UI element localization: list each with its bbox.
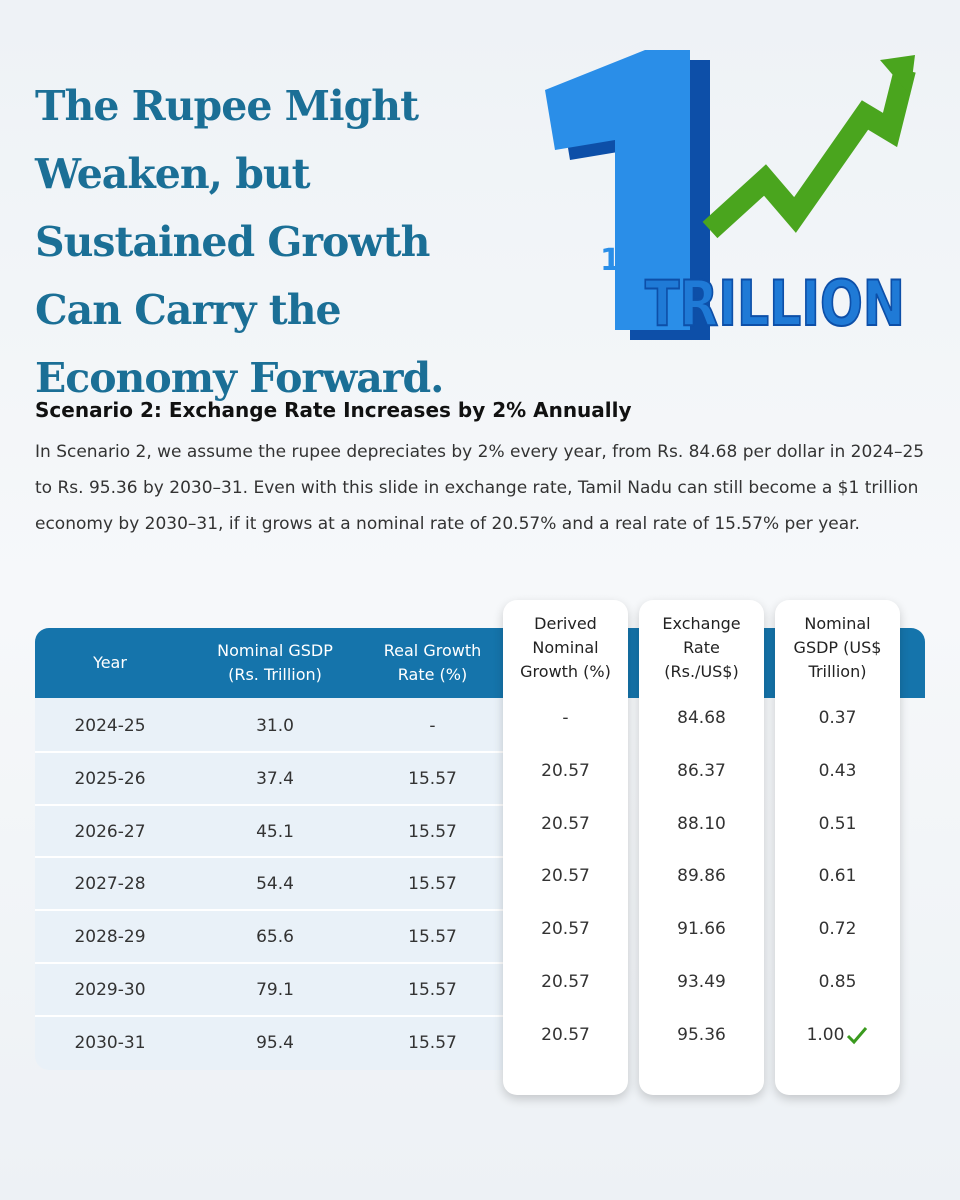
- table-cell: 88.10: [677, 813, 726, 834]
- row-divider: [35, 856, 505, 859]
- table-cell: 45.1: [256, 821, 294, 842]
- table-cell: 0.51: [818, 813, 857, 834]
- table-body: [35, 698, 505, 1070]
- table-cell: 0.37: [818, 708, 857, 728]
- table-cell: 15.57: [408, 980, 457, 1000]
- column-card: Derived Nominal Growth (%) - 20.57 20.57 20.…: [503, 600, 628, 1095]
- section-body: In Scenario 2, we assume the rupee depre…: [35, 442, 925, 534]
- row-divider: [35, 1014, 505, 1017]
- column-card: Exchange Rate (Rs./US$) 84.68 86.37 88.10 89…: [639, 600, 764, 1095]
- table-cell: 54.4: [256, 874, 294, 895]
- table-cell: 20.57: [541, 866, 590, 887]
- row-divider: [35, 750, 505, 753]
- table-cell: 86.37: [677, 760, 726, 781]
- table-cell: -: [562, 708, 569, 728]
- table-cell: 2024-25: [74, 716, 146, 736]
- column-header: Derived Nominal Growth (%): [520, 614, 611, 681]
- table-cell: 2026-27: [74, 821, 146, 842]
- table-cell: 79.1: [256, 980, 294, 1000]
- column-header: Nominal GSDP (Rs. Trillion): [217, 641, 333, 684]
- column-card: Nominal GSDP (US$ Trillion) 0.37 0.43 0.51 0…: [775, 600, 900, 1095]
- table-cell: 15.57: [408, 821, 457, 842]
- table-cell: 20.57: [541, 760, 590, 781]
- table-cell: 65.6: [256, 927, 294, 948]
- row-divider: [35, 909, 505, 912]
- table-cell: 20.57: [541, 972, 590, 992]
- check-path: [847, 1026, 868, 1045]
- table-cell: 93.49: [677, 972, 726, 992]
- numeral: 1: [600, 243, 621, 278]
- table-cell: -: [429, 716, 436, 736]
- trillion-graphic: 1 TRILLION: [545, 50, 916, 341]
- table-cell: 95.4: [256, 1032, 294, 1053]
- table-cell: 31.0: [256, 716, 294, 736]
- table-cell: 2027-28: [74, 874, 146, 895]
- table-cell: 1.00: [775, 1025, 900, 1045]
- table-cell: 84.68: [677, 708, 726, 728]
- check-icon: [847, 1026, 868, 1045]
- table-cell: 2028-29: [74, 927, 146, 948]
- table-cell: 20.57: [541, 1024, 590, 1045]
- column-header: Real Growth Rate (%): [383, 641, 482, 684]
- table-cell: 89.86: [677, 866, 726, 887]
- column-header: Year: [93, 653, 127, 672]
- column-header: Exchange Rate (Rs./US$): [662, 614, 741, 681]
- growth-arrow: [702, 67, 916, 239]
- trillion-word: TRILLION: [645, 267, 905, 340]
- table-cell: 91.66: [677, 919, 726, 940]
- table-cell: 0.43: [818, 760, 857, 781]
- table-cell: 15.57: [408, 927, 457, 948]
- title: The Rupee Might Weaken, but Sustained Gr…: [35, 82, 444, 402]
- table-cell: 37.4: [256, 768, 294, 789]
- table-cell: 2029-30: [74, 980, 146, 1000]
- table-cell: 15.57: [408, 874, 457, 895]
- row-divider: [35, 803, 505, 806]
- table-cell: 20.57: [541, 919, 590, 940]
- table-cell: 20.57: [541, 813, 590, 834]
- numeral-shape: [545, 50, 690, 330]
- table-cell: 0.72: [818, 919, 857, 940]
- table-cell: 0.61: [818, 866, 857, 887]
- row-divider: [35, 962, 505, 964]
- column-header: Nominal GSDP (US$ Trillion): [793, 614, 882, 681]
- table-cell: 2025-26: [74, 768, 146, 789]
- table-cell: 15.57: [408, 768, 457, 789]
- section-heading: Scenario 2: Exchange Rate Increases by 2…: [35, 398, 632, 422]
- table-cell: 2030-31: [74, 1032, 146, 1053]
- table-cell: 95.36: [677, 1024, 726, 1045]
- table-cell: 15.57: [408, 1032, 457, 1053]
- arrow-head: [880, 55, 915, 95]
- table-cell: 0.85: [818, 972, 857, 992]
